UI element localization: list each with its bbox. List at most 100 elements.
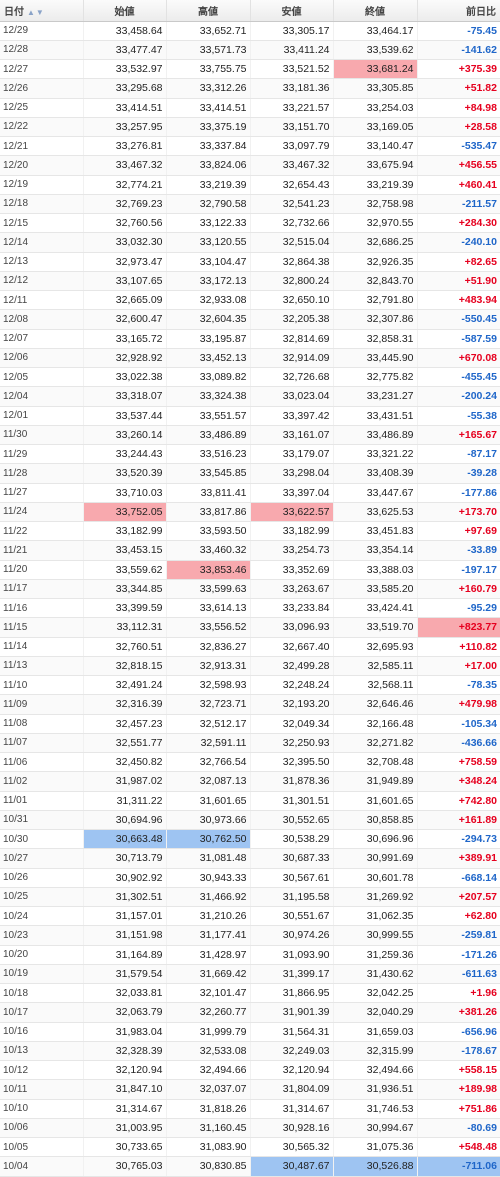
table-row: 11/20 33,559.62 33,853.46 33,352.69 33,388.0… (0, 560, 500, 580)
table-row: 10/20 31,164.89 31,428.97 31,093.90 31,259.3… (0, 945, 500, 965)
cell-close: 32,494.66 (333, 1060, 418, 1081)
cell-high: 30,943.33 (166, 868, 251, 888)
cell-open: 32,665.09 (83, 290, 167, 311)
cell-high: 32,087.13 (166, 771, 251, 792)
cell-open: 30,733.65 (83, 1137, 167, 1158)
cell-open: 33,414.51 (83, 98, 167, 118)
cell-close: 31,949.89 (333, 771, 418, 792)
cell-open: 33,022.38 (83, 367, 167, 388)
table-row: 10/12 32,120.94 32,494.66 32,120.94 32,494.6… (0, 1060, 500, 1081)
cell-low: 32,205.38 (250, 309, 334, 330)
cell-low: 30,538.29 (250, 829, 334, 850)
cell-change: +375.39 (417, 59, 500, 80)
cell-close: 33,431.51 (333, 406, 418, 426)
cell-date: 12/21 (0, 136, 84, 157)
sort-arrows-icon[interactable]: ▲▼ (27, 7, 45, 17)
cell-open: 31,314.67 (83, 1099, 167, 1119)
cell-high: 31,177.41 (166, 925, 251, 946)
cell-date: 11/15 (0, 617, 84, 638)
cell-high: 31,999.79 (166, 1022, 251, 1042)
cell-low: 33,263.67 (250, 579, 334, 600)
cell-open: 30,765.03 (83, 1156, 167, 1177)
cell-open: 32,328.39 (83, 1041, 167, 1062)
table-row: 12/15 32,760.56 33,122.33 32,732.66 32,970.5… (0, 213, 500, 234)
table-row: 10/17 32,063.79 32,260.77 31,901.39 32,040.2… (0, 1002, 500, 1023)
cell-low: 32,193.20 (250, 694, 334, 715)
cell-high: 31,210.26 (166, 906, 251, 927)
cell-change: +110.82 (417, 637, 500, 657)
cell-low: 33,397.04 (250, 483, 334, 503)
cell-open: 32,120.94 (83, 1060, 167, 1081)
cell-high: 33,195.87 (166, 329, 251, 349)
cell-high: 33,545.85 (166, 463, 251, 484)
cell-open: 33,257.95 (83, 117, 167, 138)
cell-close: 31,430.62 (333, 964, 418, 985)
column-header-date[interactable]: 日付 ▲▼ (0, 0, 84, 22)
cell-close: 33,321.22 (333, 444, 418, 465)
cell-high: 33,614.13 (166, 598, 251, 619)
cell-change: +17.00 (417, 656, 500, 677)
cell-close: 32,686.25 (333, 232, 418, 253)
cell-date: 12/01 (0, 406, 84, 426)
table-row: 10/13 32,328.39 32,533.08 32,249.03 32,315.9… (0, 1041, 500, 1062)
cell-low: 32,732.66 (250, 213, 334, 234)
column-header-change[interactable]: 前日比 (417, 0, 500, 22)
cell-high: 32,260.77 (166, 1002, 251, 1023)
cell-date: 12/11 (0, 290, 84, 311)
cell-open: 33,295.68 (83, 78, 167, 99)
column-header-close[interactable]: 終値 (333, 0, 418, 22)
cell-close: 30,696.96 (333, 829, 418, 850)
cell-open: 30,694.96 (83, 810, 167, 831)
cell-high: 31,669.42 (166, 964, 251, 985)
cell-close: 32,858.31 (333, 329, 418, 349)
cell-close: 33,354.14 (333, 540, 418, 561)
cell-change: +51.90 (417, 271, 500, 292)
cell-date: 10/11 (0, 1079, 84, 1100)
cell-low: 32,395.50 (250, 752, 334, 773)
cell-change: +82.65 (417, 252, 500, 272)
table-row: 11/21 33,453.15 33,460.32 33,254.73 33,354.1… (0, 540, 500, 561)
cell-low: 33,411.24 (250, 40, 334, 61)
header-row: 日付 ▲▼ 始値 高値 安値 終値 前日比 (0, 0, 500, 22)
cell-high: 33,337.84 (166, 136, 251, 157)
cell-high: 32,512.17 (166, 714, 251, 734)
cell-close: 33,408.39 (333, 463, 418, 484)
cell-close: 32,970.55 (333, 213, 418, 234)
cell-low: 33,352.69 (250, 560, 334, 580)
table-row: 12/25 33,414.51 33,414.51 33,221.57 33,254.0… (0, 98, 500, 118)
cell-date: 10/30 (0, 829, 84, 850)
table-row: 12/04 33,318.07 33,324.38 33,023.04 33,231.2… (0, 386, 500, 407)
cell-low: 33,467.32 (250, 155, 334, 176)
cell-open: 33,559.62 (83, 560, 167, 580)
table-row: 11/29 33,244.43 33,516.23 33,179.07 33,321.2… (0, 444, 500, 465)
cell-high: 31,818.26 (166, 1099, 251, 1119)
table-row: 12/14 33,032.30 33,120.55 32,515.04 32,686.2… (0, 232, 500, 253)
column-header-low[interactable]: 安値 (250, 0, 334, 22)
table-row: 10/18 32,033.81 32,101.47 31,866.95 32,042.2… (0, 983, 500, 1004)
table-row: 10/19 31,579.54 31,669.42 31,399.17 31,430.6… (0, 964, 500, 985)
cell-open: 33,032.30 (83, 232, 167, 253)
cell-change: -259.81 (417, 925, 500, 946)
column-header-open[interactable]: 始値 (83, 0, 167, 22)
cell-change: -95.29 (417, 598, 500, 619)
cell-change: +479.98 (417, 694, 500, 715)
cell-open: 32,450.82 (83, 752, 167, 773)
column-header-high[interactable]: 高値 (166, 0, 251, 22)
cell-change: -39.28 (417, 463, 500, 484)
table-row: 10/24 31,157.01 31,210.26 30,551.67 31,062.3… (0, 906, 500, 927)
cell-open: 33,107.65 (83, 271, 167, 292)
cell-high: 31,081.48 (166, 848, 251, 869)
cell-change: -668.14 (417, 868, 500, 888)
cell-date: 11/24 (0, 502, 84, 523)
cell-date: 11/14 (0, 637, 84, 657)
cell-low: 33,622.57 (250, 502, 334, 523)
cell-change: -587.59 (417, 329, 500, 349)
cell-high: 33,414.51 (166, 98, 251, 118)
cell-close: 32,775.82 (333, 367, 418, 388)
cell-open: 31,151.98 (83, 925, 167, 946)
cell-change: +165.67 (417, 425, 500, 446)
cell-close: 32,758.98 (333, 194, 418, 215)
cell-change: +28.58 (417, 117, 500, 138)
cell-date: 12/13 (0, 252, 84, 272)
cell-high: 33,571.73 (166, 40, 251, 61)
